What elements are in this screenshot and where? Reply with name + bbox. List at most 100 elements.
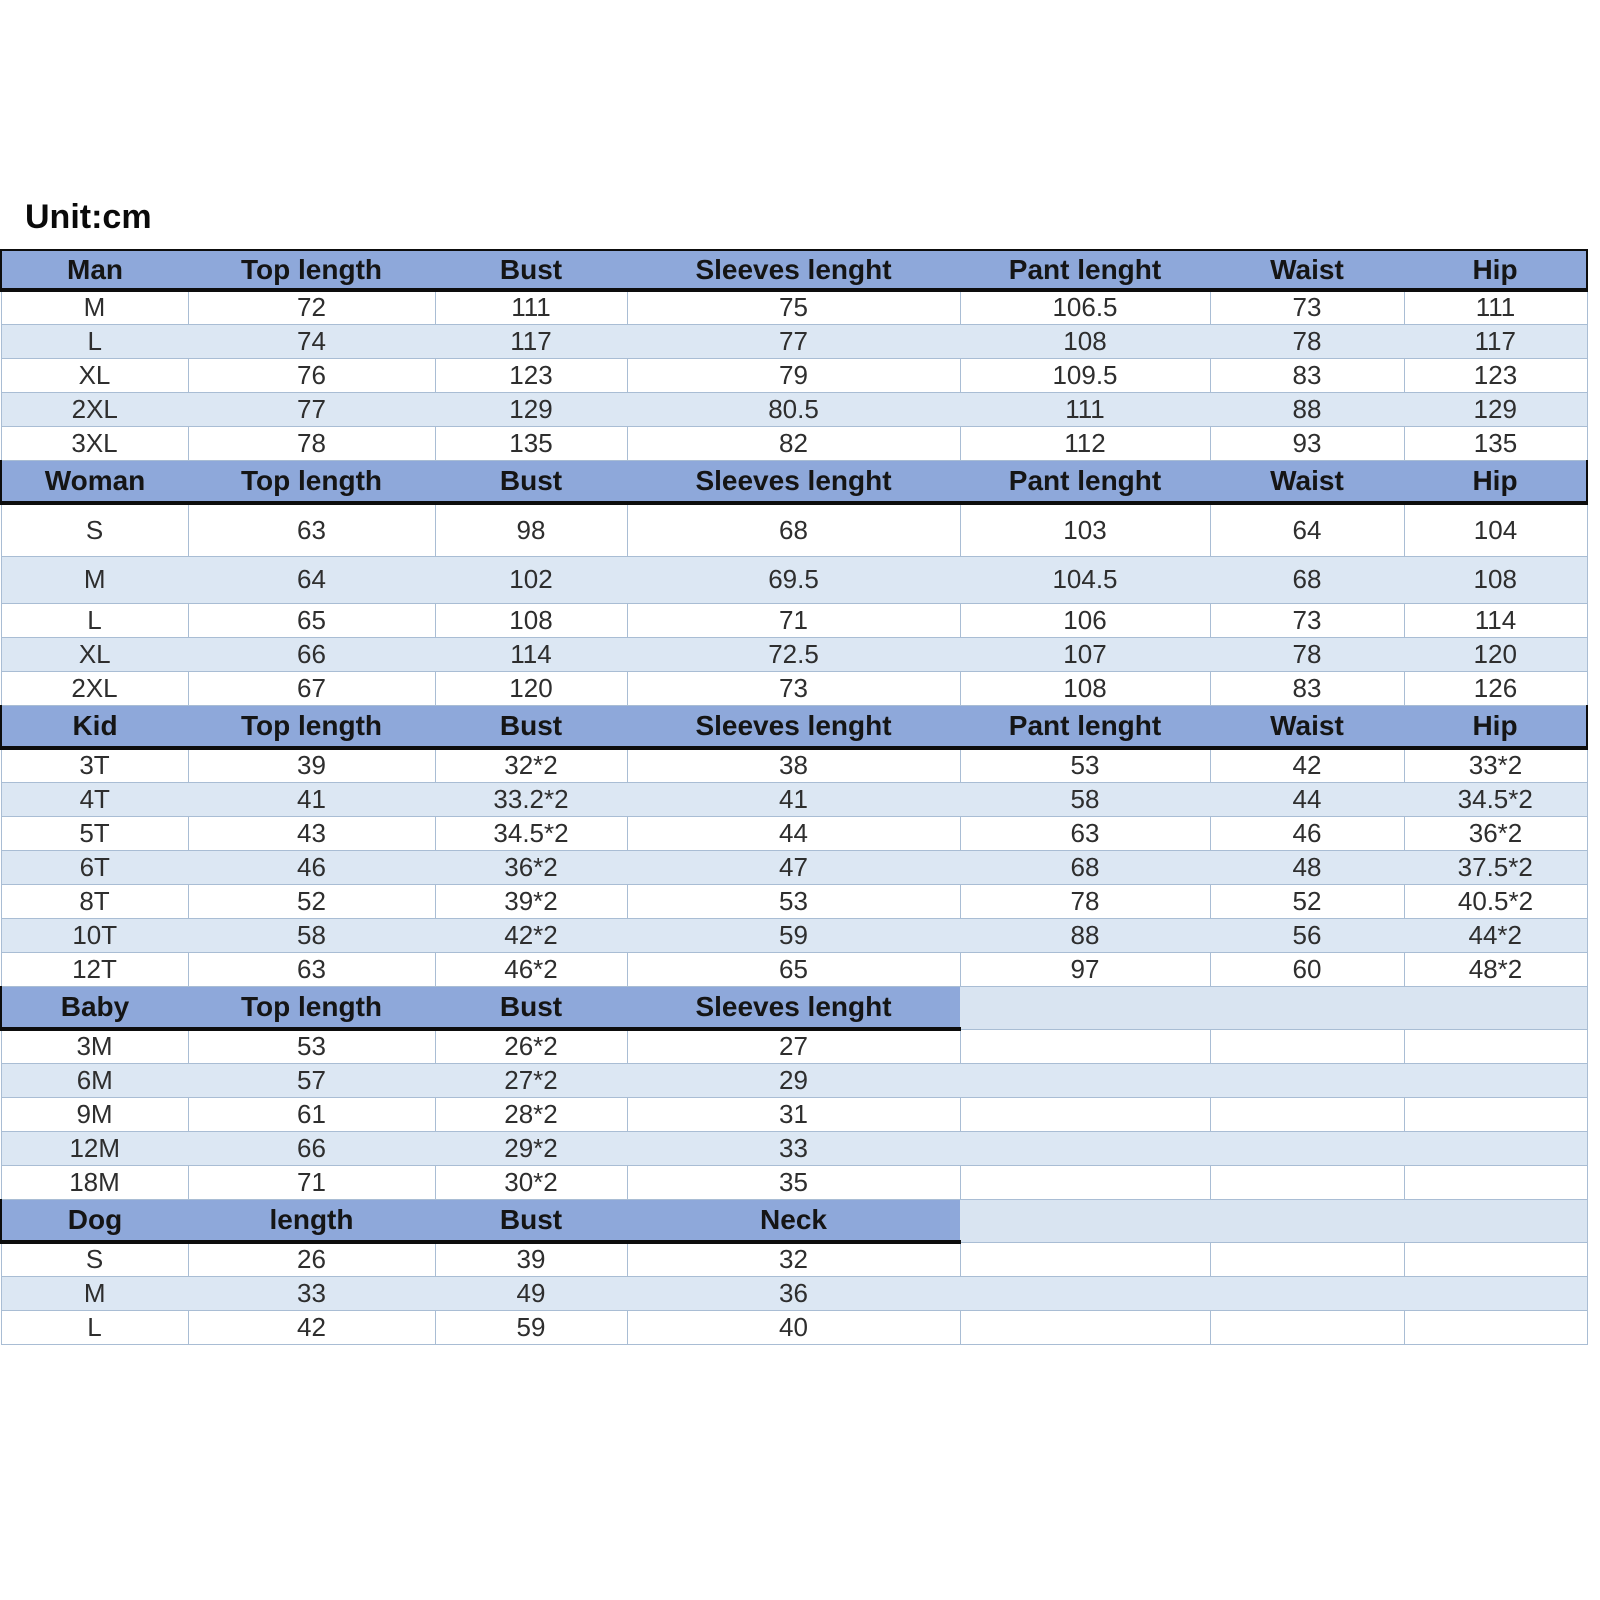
value-cell: 78 bbox=[187, 426, 435, 461]
size-cell: 3M bbox=[1, 1029, 188, 1064]
value-cell: 33 bbox=[627, 1131, 960, 1166]
value-cell bbox=[1404, 1276, 1587, 1311]
size-cell: 3T bbox=[1, 748, 188, 783]
value-cell: 77 bbox=[627, 324, 960, 359]
size-cell: 6T bbox=[1, 850, 188, 885]
value-cell: 39*2 bbox=[434, 884, 627, 919]
value-cell: 36 bbox=[627, 1276, 960, 1311]
value-cell: 47 bbox=[627, 850, 960, 885]
value-cell: 46*2 bbox=[434, 952, 627, 987]
value-cell: 44 bbox=[1210, 782, 1404, 817]
section-man: Man Top length Bust Sleeves lenght Pant leng… bbox=[0, 250, 1588, 461]
size-cell: L bbox=[1, 603, 188, 638]
value-cell: 78 bbox=[959, 884, 1210, 919]
value-cell: 78 bbox=[1210, 637, 1404, 672]
section-woman: Woman Top length Bust Sleeves lenght Pant le… bbox=[0, 460, 1588, 706]
value-cell: 33*2 bbox=[1403, 748, 1587, 783]
table-row: 6M 57 27*2 29 bbox=[1, 1063, 1587, 1098]
size-cell: S bbox=[1, 1242, 188, 1277]
table-row: 4T 41 33.2*2 41 58 44 34.5*2 bbox=[1, 782, 1587, 817]
value-cell: 108 bbox=[959, 671, 1210, 706]
value-cell: 26*2 bbox=[434, 1029, 627, 1064]
value-cell: 34.5*2 bbox=[434, 816, 627, 851]
header-cell: Neck bbox=[627, 1199, 960, 1244]
value-cell: 111 bbox=[1403, 290, 1587, 325]
header-cell: Waist bbox=[1210, 460, 1404, 505]
table-row: 12T 63 46*2 65 97 60 48*2 bbox=[1, 952, 1587, 987]
value-cell: 28*2 bbox=[434, 1097, 627, 1132]
value-cell bbox=[960, 1063, 1210, 1098]
size-cell: 2XL bbox=[1, 392, 188, 427]
table-row: M 33 49 36 bbox=[1, 1276, 1587, 1311]
value-cell: 68 bbox=[960, 850, 1210, 885]
value-cell: 41 bbox=[627, 782, 960, 817]
value-cell: 32 bbox=[626, 1242, 960, 1277]
value-cell: 31 bbox=[626, 1097, 960, 1132]
value-cell: 37.5*2 bbox=[1404, 850, 1587, 885]
value-cell: 68 bbox=[1210, 556, 1404, 604]
value-cell bbox=[960, 1131, 1210, 1166]
value-cell: 46 bbox=[188, 850, 435, 885]
table-row: S 63 98 68 103 64 104 bbox=[1, 503, 1587, 557]
value-cell bbox=[960, 1276, 1210, 1311]
value-cell: 61 bbox=[187, 1097, 435, 1132]
header-cell: Top length bbox=[188, 460, 435, 505]
value-cell: 57 bbox=[188, 1063, 435, 1098]
value-cell: 126 bbox=[1403, 671, 1587, 706]
header-cell: Bust bbox=[435, 1199, 627, 1244]
header-cell: Hip bbox=[1404, 250, 1588, 292]
value-cell bbox=[1404, 1063, 1587, 1098]
value-cell: 60 bbox=[1209, 952, 1404, 987]
value-cell: 44 bbox=[626, 816, 960, 851]
value-cell: 58 bbox=[960, 782, 1210, 817]
value-cell: 33.2*2 bbox=[435, 782, 627, 817]
value-cell: 114 bbox=[435, 637, 627, 672]
value-cell: 103 bbox=[959, 503, 1210, 557]
value-cell: 42 bbox=[187, 1310, 435, 1345]
value-cell: 98 bbox=[434, 503, 627, 557]
header-cell: Baby bbox=[0, 986, 188, 1031]
section-header-row: Man Top length Bust Sleeves lenght Pant leng… bbox=[0, 250, 1588, 292]
value-cell: 129 bbox=[435, 392, 627, 427]
value-cell: 43 bbox=[187, 816, 435, 851]
table-row: M 64 102 69.5 104.5 68 108 bbox=[1, 556, 1587, 604]
size-cell: 2XL bbox=[1, 671, 188, 706]
value-cell: 42*2 bbox=[435, 918, 627, 953]
value-cell bbox=[1210, 1276, 1404, 1311]
header-cell: Sleeves lenght bbox=[627, 986, 960, 1031]
value-cell bbox=[1210, 1131, 1404, 1166]
value-cell: 76 bbox=[187, 358, 435, 393]
value-cell: 83 bbox=[1209, 671, 1404, 706]
value-cell: 73 bbox=[1209, 603, 1404, 638]
value-cell bbox=[959, 1310, 1210, 1345]
table-row: 5T 43 34.5*2 44 63 46 36*2 bbox=[1, 816, 1587, 851]
header-cell: Bust bbox=[435, 460, 627, 505]
value-cell bbox=[959, 1097, 1210, 1132]
value-cell: 39 bbox=[187, 748, 435, 783]
value-cell: 56 bbox=[1210, 918, 1404, 953]
value-cell: 59 bbox=[627, 918, 960, 953]
value-cell: 27 bbox=[626, 1029, 960, 1064]
value-cell: 27*2 bbox=[435, 1063, 627, 1098]
value-cell: 64 bbox=[188, 556, 435, 604]
size-cell: XL bbox=[1, 637, 188, 672]
value-cell: 117 bbox=[435, 324, 627, 359]
size-cell: 12T bbox=[1, 952, 188, 987]
value-cell bbox=[1404, 1131, 1587, 1166]
header-cell: Hip bbox=[1404, 460, 1588, 505]
value-cell: 106.5 bbox=[959, 290, 1210, 325]
table-row: 8T 52 39*2 53 78 52 40.5*2 bbox=[1, 884, 1587, 919]
header-cell: Sleeves lenght bbox=[627, 705, 960, 750]
header-filler-cell bbox=[960, 1199, 1588, 1243]
value-cell bbox=[1209, 1097, 1404, 1132]
header-cell: Pant lenght bbox=[960, 705, 1210, 750]
value-cell: 66 bbox=[188, 637, 435, 672]
value-cell: 72.5 bbox=[627, 637, 960, 672]
value-cell: 117 bbox=[1404, 324, 1587, 359]
table-row: L 42 59 40 bbox=[1, 1310, 1587, 1345]
value-cell: 104 bbox=[1403, 503, 1587, 557]
value-cell: 73 bbox=[1209, 290, 1404, 325]
value-cell: 69.5 bbox=[627, 556, 960, 604]
value-cell bbox=[1209, 1165, 1404, 1200]
